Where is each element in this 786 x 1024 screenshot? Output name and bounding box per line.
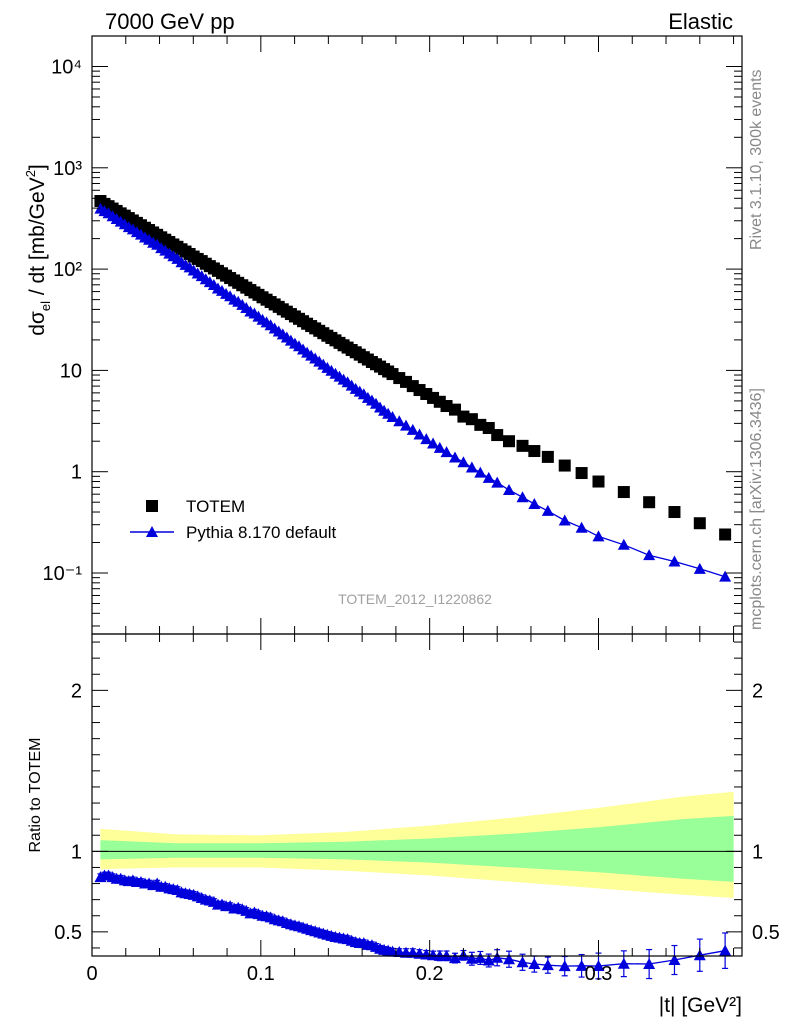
y-tick-label: 10² <box>53 259 82 281</box>
ratio-point <box>474 951 487 963</box>
y-tick-label: 1 <box>71 462 82 484</box>
ratio-y-tick-label-right: 2 <box>752 680 763 702</box>
pythia-point <box>413 428 426 440</box>
totem-point <box>503 435 516 448</box>
ratio-point <box>668 954 681 966</box>
ratio-y-tick-label-left: 2 <box>71 680 82 702</box>
main-frame <box>91 35 743 635</box>
pythia-point <box>575 521 588 533</box>
ratio-point <box>491 951 504 963</box>
legend-marker-totem <box>146 500 158 512</box>
pythia-point <box>465 461 478 473</box>
totem-point <box>528 445 541 458</box>
totem-point <box>541 450 554 463</box>
totem-point <box>491 429 504 442</box>
rivet-side-label: Rivet 3.1.10, 300k events <box>748 69 765 250</box>
x-tick-label: 0.3 <box>585 963 613 985</box>
pythia-point <box>503 483 516 495</box>
totem-point <box>668 506 681 519</box>
ratio-point <box>541 959 554 971</box>
ratio-y-tick-label-left: 1 <box>71 841 82 863</box>
pythia-point <box>427 437 440 449</box>
totem-point <box>617 486 630 499</box>
pythia-point <box>558 514 571 526</box>
legend: TOTEM Pythia 8.170 default <box>130 497 337 542</box>
pythia-point <box>440 446 453 458</box>
ratio-panel: 0 0.1 0.2 0.3 0.5 0.5 1 1 2 2 <box>54 633 780 985</box>
pythia-point <box>474 466 487 478</box>
ratio-point <box>592 959 605 971</box>
pythia-point <box>668 555 681 567</box>
x-axis-title: |t| [GeV²] <box>659 994 742 1017</box>
ratio-y-tick-label-right: 0.5 <box>752 922 780 944</box>
pythia-point <box>433 441 446 453</box>
legend-marker-pythia <box>146 526 158 537</box>
pythia-point <box>693 562 706 574</box>
pythia-point <box>491 476 504 488</box>
y-tick-label: 10⁻¹ <box>43 563 83 585</box>
totem-point <box>516 439 529 452</box>
legend-label-totem: TOTEM <box>186 497 245 516</box>
pythia-point <box>448 451 461 463</box>
ratio-point <box>465 952 478 964</box>
ratio-point <box>643 958 656 970</box>
pythia-point <box>400 419 413 431</box>
pythia-point <box>719 570 732 582</box>
pythia-point <box>592 530 605 542</box>
pythia-point <box>617 538 630 550</box>
totem-point <box>558 459 571 472</box>
ratio-y-axis-title: Ratio to TOTEM <box>27 738 44 853</box>
legend-label-pythia: Pythia 8.170 default <box>186 523 337 542</box>
ratio-point <box>503 953 516 965</box>
ratio-point <box>440 949 453 961</box>
ratio-y-tick-label-right: 1 <box>752 841 763 863</box>
ratio-point <box>575 959 588 971</box>
ratio-point <box>617 957 630 969</box>
totem-point <box>719 528 732 541</box>
pythia-point <box>386 410 399 422</box>
main-panel: 10⁻¹ 1 10 10² 10³ 10⁴ TOTEM_2012_I1220862 TOT… <box>43 35 743 635</box>
main-y-axis-title: dσel / dt [mb/GeV2] <box>23 164 53 336</box>
pythia-point <box>420 433 433 445</box>
y-tick-label: 10³ <box>53 158 82 180</box>
ratio-y-tick-label-left: 0.5 <box>54 922 82 944</box>
header-right: Elastic <box>668 9 733 34</box>
ratio-frame <box>91 633 743 957</box>
totem-point <box>693 517 706 530</box>
y-tick-label: 10⁴ <box>51 56 82 78</box>
totem-point <box>575 467 588 480</box>
ratio-point <box>719 944 732 956</box>
pythia-point <box>643 549 656 561</box>
y-tick-label: 10 <box>60 360 82 382</box>
x-tick-label: 0.2 <box>416 963 444 985</box>
x-tick-label: 0.1 <box>247 963 275 985</box>
pythia-point <box>528 497 541 509</box>
pythia-point <box>393 415 406 427</box>
x-tick-label: 0 <box>86 963 97 985</box>
mcplots-side-label: mcplots.cern.ch [arXiv:1306.3436] <box>748 388 765 630</box>
header-left: 7000 GeV pp <box>105 9 235 34</box>
ratio-point <box>528 958 541 970</box>
pythia-point <box>457 456 470 468</box>
analysis-label: TOTEM_2012_I1220862 <box>338 591 492 607</box>
uncertainty-band-green <box>100 815 734 882</box>
totem-point <box>643 496 656 509</box>
pythia-point <box>541 504 554 516</box>
pythia-point <box>406 423 419 435</box>
ratio-point <box>516 956 529 968</box>
totem-point <box>592 475 605 488</box>
pythia-point <box>482 471 495 483</box>
pythia-point <box>516 491 529 503</box>
ratio-point <box>558 960 571 972</box>
